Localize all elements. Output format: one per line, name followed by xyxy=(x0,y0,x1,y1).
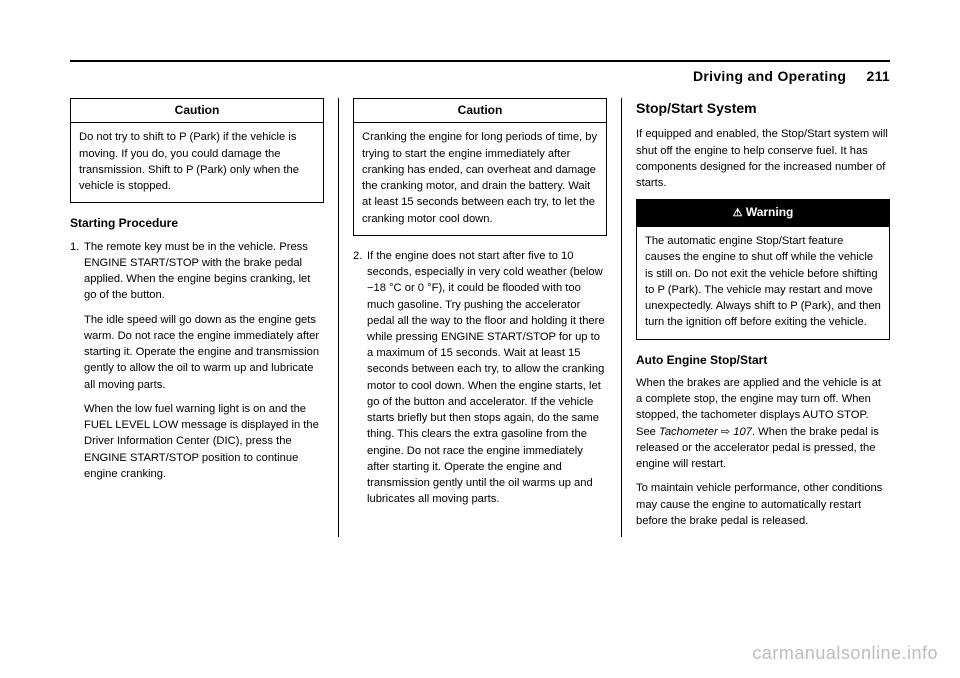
caution-box: Caution Cranking the engine for long per… xyxy=(353,98,607,236)
caution-label: Caution xyxy=(71,99,323,123)
column-1: Caution Do not try to shift to P (Park) … xyxy=(70,98,339,537)
cross-ref-page: 107 xyxy=(733,426,752,438)
auto-stop-start-heading: Auto Engine Stop/Start xyxy=(636,352,890,369)
column-3: Stop/Start System If equipped and enable… xyxy=(622,98,890,537)
list-number: 2. xyxy=(353,248,367,508)
manual-page: Driving and Operating 211 Caution Do not… xyxy=(0,0,960,577)
paragraph: When the brakes are applied and the vehi… xyxy=(636,375,890,472)
list-paragraph: The idle speed will go down as the engin… xyxy=(84,312,324,393)
page-header: Driving and Operating 211 xyxy=(70,68,890,84)
header-rule xyxy=(70,60,890,62)
list-text: If the engine does not start after five … xyxy=(367,248,607,508)
list-item: 2. If the engine does not start after fi… xyxy=(353,248,607,508)
caution-body: Do not try to shift to P (Park) if the v… xyxy=(71,123,323,202)
warning-label: ⚠ Warning xyxy=(637,200,889,227)
list-number: 1. xyxy=(70,239,84,304)
caution-body: Cranking the engine for long periods of … xyxy=(354,123,606,234)
warning-label-text: Warning xyxy=(746,205,794,219)
list-paragraph: When the low fuel warning light is on an… xyxy=(84,401,324,482)
intro-paragraph: If equipped and enabled, the Stop/Start … xyxy=(636,126,890,191)
caution-label: Caution xyxy=(354,99,606,123)
caution-box: Caution Do not try to shift to P (Park) … xyxy=(70,98,324,203)
warning-icon: ⚠ xyxy=(733,206,743,222)
watermark: carmanualsonline.info xyxy=(752,643,938,664)
starting-procedure-heading: Starting Procedure xyxy=(70,215,324,232)
list-text: The remote key must be in the vehicle. P… xyxy=(84,239,324,304)
stop-start-heading: Stop/Start System xyxy=(636,98,890,118)
section-title: Driving and Operating xyxy=(693,68,846,84)
paragraph: To maintain vehicle performance, other c… xyxy=(636,480,890,529)
warning-body: The automatic engine Stop/Start feature … xyxy=(637,227,889,338)
content-columns: Caution Do not try to shift to P (Park) … xyxy=(70,98,890,537)
column-2: Caution Cranking the engine for long per… xyxy=(339,98,622,537)
cross-ref-icon: ⇨ xyxy=(721,426,730,438)
page-number: 211 xyxy=(867,68,891,84)
cross-ref-link: Tachometer xyxy=(659,426,718,438)
warning-box: ⚠ Warning The automatic engine Stop/Star… xyxy=(636,199,890,339)
list-item: 1. The remote key must be in the vehicle… xyxy=(70,239,324,304)
